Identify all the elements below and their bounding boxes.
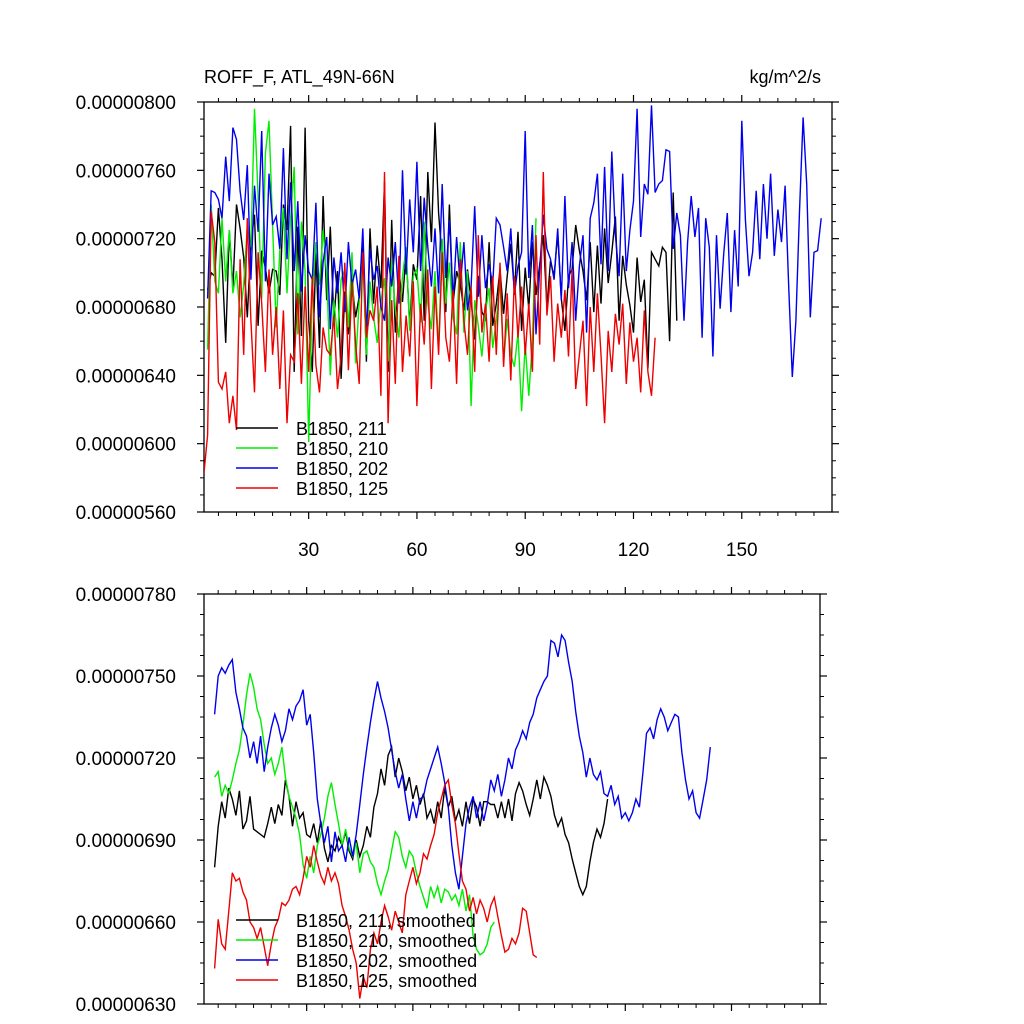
legend-label: B1850, 210, smoothed	[296, 931, 477, 951]
y-tick-label: 0.00000760	[76, 161, 176, 182]
x-tick-label: 60	[406, 540, 427, 561]
series-line-2	[206, 108, 537, 443]
y-tick-label: 0.00000780	[76, 585, 176, 606]
y-tick-label: 0.00000560	[76, 503, 176, 524]
legend-label: B1850, 202	[296, 459, 388, 479]
y-tick-label: 0.00000600	[76, 435, 176, 456]
series-line-4	[213, 777, 538, 999]
x-tick-label: 150	[726, 540, 758, 561]
y-tick-label: 0.00000680	[76, 298, 176, 319]
y-tick-label: 0.00000720	[76, 230, 176, 251]
legend-label: B1850, 202, smoothed	[296, 951, 477, 971]
series-line-1	[213, 744, 609, 897]
y-tick-label: 0.00000640	[76, 366, 176, 387]
y-tick-label: 0.00000720	[76, 749, 176, 770]
legend-label: B1850, 210	[296, 439, 388, 459]
legend-label: B1850, 211, smoothed	[296, 911, 476, 931]
y-tick-label: 0.00000750	[76, 667, 176, 688]
legend-label: B1850, 125	[296, 479, 388, 499]
chart-title: ROFF_F, ATL_49N-66N	[204, 67, 395, 88]
x-tick-label: 90	[515, 540, 536, 561]
y-tick-label: 0.00000630	[76, 995, 176, 1016]
chart-units: kg/m^2/s	[750, 67, 821, 87]
legend-label: B1850, 211	[296, 419, 387, 439]
series-line-4	[204, 171, 656, 473]
bottom-panel: 0.00000630 0.00000660 0.00000690 0.00000720…	[76, 585, 827, 1016]
y-tick-label: 0.00000660	[76, 913, 176, 934]
y-tick-label: 0.00000800	[76, 93, 176, 114]
series-line-3	[213, 633, 711, 890]
x-tick-label: 30	[298, 540, 319, 561]
top-panel: ROFF_F, ATL_49N-66N kg/m^2/s 0.00000560 0…	[76, 67, 839, 561]
y-tick-label: 0.00000690	[76, 831, 176, 852]
x-tick-label: 120	[618, 540, 650, 561]
legend-label: B1850, 125, smoothed	[296, 971, 477, 991]
